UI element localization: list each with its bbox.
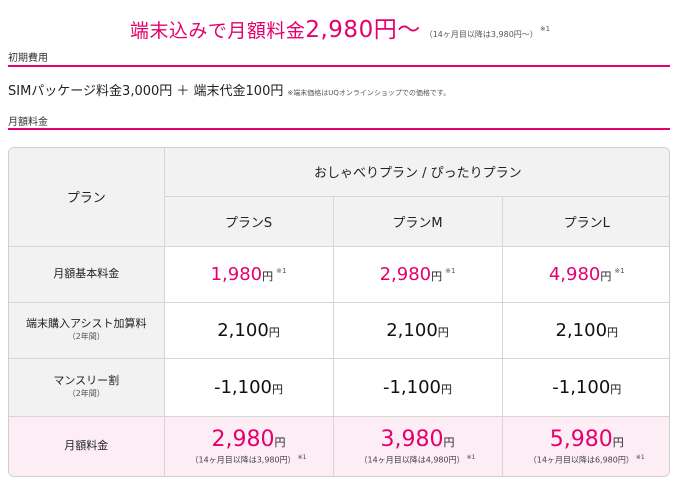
price-unit: 円: [441, 382, 453, 396]
total-note: （14ヶ月目以降は4,980円） ※1: [334, 454, 502, 466]
price-value: 2,980: [379, 263, 432, 285]
price-cell: -1,100円: [332, 357, 503, 417]
footnote-mark: ※1: [297, 453, 307, 461]
monthly-fee-rule: [8, 128, 670, 130]
group-header: おしゃべりプラン / ぴったりプラン: [163, 148, 669, 197]
headline-prefix: 端末込みで月額料金: [129, 20, 306, 42]
price-unit: 円: [431, 269, 443, 283]
price-cell: 2,980円 ※1: [332, 245, 503, 303]
plan-header: プラン: [9, 148, 165, 247]
price-value: 4,980: [548, 263, 601, 285]
price-unit: 円: [262, 269, 274, 283]
price-cell: -1,100円: [163, 357, 334, 417]
price-cell: 2,100円: [332, 301, 503, 359]
total-value: 2,980: [211, 426, 275, 452]
row-label-text: 端末購入アシスト加算料: [25, 317, 147, 331]
price-value: -1,100: [382, 376, 442, 398]
total-note: （14ヶ月目以降は3,980円） ※1: [165, 454, 333, 466]
total-note-text: （14ヶ月目以降は4,980円）: [359, 455, 465, 465]
monthly-fee-label: 月額料金: [8, 117, 48, 128]
price-unit: 円: [272, 382, 284, 396]
total-unit: 円: [612, 435, 624, 449]
row-label: 端末購入アシスト加算料 （2年間）: [9, 301, 165, 359]
price-unit: 円: [437, 325, 449, 339]
total-note: （14ヶ月目以降は6,980円） ※1: [503, 453, 670, 466]
total-cell: 2,980円 （14ヶ月目以降は3,980円） ※1: [163, 415, 334, 476]
row-label-text: マンスリー割: [53, 374, 120, 388]
table-row: 端末購入アシスト加算料 （2年間） 2,100円 2,100円 2,100円: [9, 301, 669, 359]
total-value: 5,980: [549, 426, 613, 452]
row-label-small: （2年間）: [67, 332, 105, 342]
headline-main: 端末込みで月額料金2,980円〜: [129, 17, 421, 43]
price-value: 1,980: [210, 263, 263, 285]
total-note-text: （14ヶ月目以降は6,980円）: [528, 455, 634, 465]
footnote-mark: ※1: [445, 266, 456, 275]
price-value: 2,100: [386, 319, 438, 341]
headline-price: 2,980円〜: [305, 17, 421, 43]
footnote-mark: ※1: [466, 453, 476, 461]
footnote-mark: ※1: [635, 453, 645, 461]
price-cell: 2,100円: [501, 301, 669, 359]
price-cell: 1,980円 ※1: [163, 245, 334, 303]
initial-cost-rule: [8, 65, 670, 67]
price-value: 2,100: [217, 319, 269, 341]
price-cell: 2,100円: [163, 301, 334, 359]
row-label: 月額基本料金: [9, 245, 165, 303]
headline-mark: ※1: [539, 24, 551, 33]
total-row: 月額料金 2,980円 （14ヶ月目以降は3,980円） ※1 3,980円 （14ヶ…: [9, 415, 670, 476]
headline-sub: （14ヶ月目以降は3,980円〜）: [424, 30, 538, 39]
price-unit: 円: [610, 382, 622, 396]
table-row: マンスリー割 （2年間） -1,100円 -1,100円 -1,100円: [9, 357, 669, 417]
total-unit: 円: [274, 435, 286, 449]
price-table: プラン おしゃべりプラン / ぴったりプラン プランS プランM プランL 月額…: [8, 147, 670, 477]
row-label-text: 月額基本料金: [53, 266, 120, 280]
price-cell: 4,980円 ※1: [501, 245, 669, 303]
total-note-text: （14ヶ月目以降は3,980円）: [190, 455, 296, 465]
footnote-mark: ※1: [276, 266, 287, 275]
row-label: マンスリー割 （2年間）: [9, 357, 165, 417]
price-unit: 円: [600, 269, 612, 283]
initial-cost-text: SIMパッケージ料金3,000円 ＋ 端末代金100円: [8, 84, 284, 99]
initial-cost-note: ※端末価格はUQオンラインショップでの価格です。: [287, 89, 451, 97]
total-cell: 5,980円 （14ヶ月目以降は6,980円） ※1: [501, 415, 670, 476]
price-value: -1,100: [552, 376, 611, 398]
price-cell: -1,100円: [501, 357, 669, 417]
plan-s-header: プランS: [164, 195, 334, 247]
plan-m-header: プランM: [332, 195, 503, 247]
row-label-small: （2年間）: [67, 389, 105, 399]
price-unit: 円: [268, 325, 280, 339]
footnote-mark: ※1: [614, 266, 625, 275]
plan-l-header: プランL: [501, 195, 669, 247]
initial-cost-label: 初期費用: [8, 53, 48, 64]
price-value: -1,100: [213, 376, 273, 398]
price-unit: 円: [607, 325, 619, 339]
total-value: 3,980: [380, 426, 444, 452]
table-row: 月額基本料金 1,980円 ※1 2,980円 ※1 4,980円 ※1: [9, 245, 669, 303]
price-value: 2,100: [555, 319, 608, 341]
total-unit: 円: [443, 435, 455, 449]
headline: 端末込みで月額料金2,980円〜 （14ヶ月目以降は3,980円〜）※1: [0, 10, 680, 44]
total-label: 月額料金: [9, 415, 165, 476]
total-cell: 3,980円 （14ヶ月目以降は4,980円） ※1: [332, 415, 503, 476]
initial-cost: SIMパッケージ料金3,000円 ＋ 端末代金100円 ※端末価格はUQオンライン…: [8, 80, 450, 99]
